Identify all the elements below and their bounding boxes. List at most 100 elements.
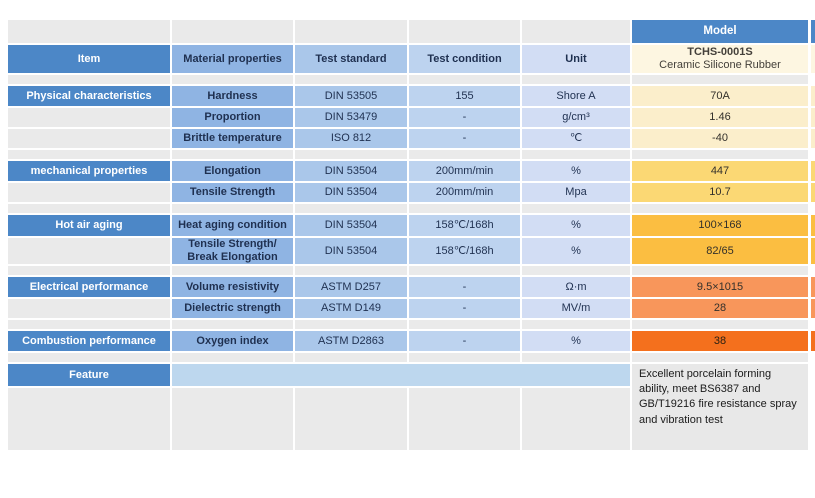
- empty-cell: [8, 129, 170, 148]
- separator-cell: [409, 266, 520, 275]
- condition-cell: 158℃/168h: [409, 215, 520, 236]
- value-cell: 9.5×1015: [632, 277, 808, 297]
- section-header-mechanical: mechanical properties: [8, 161, 170, 181]
- empty-cell: [172, 20, 293, 43]
- empty-cell: [295, 388, 407, 450]
- separator-cell: [632, 204, 808, 213]
- condition-cell: -: [409, 108, 520, 127]
- empty-cell: [522, 388, 630, 450]
- model-column-header: Model: [632, 20, 808, 43]
- property-cell: Dielectric strength: [172, 299, 293, 318]
- property-cell: Elongation: [172, 161, 293, 181]
- separator-cell: [522, 204, 630, 213]
- empty-cell: [522, 20, 630, 43]
- condition-cell: 200mm/min: [409, 161, 520, 181]
- standard-cell: ASTM D149: [295, 299, 407, 318]
- unit-cell: %: [522, 238, 630, 264]
- cropped-cell: [811, 161, 815, 181]
- item-column-header: Item: [8, 45, 170, 73]
- standard-cell: ISO 812: [295, 129, 407, 148]
- condition-cell: 155: [409, 86, 520, 106]
- separator-cell: [172, 320, 293, 329]
- unit-cell: g/cm³: [522, 108, 630, 127]
- empty-cell: [409, 388, 520, 450]
- empty-cell: [295, 20, 407, 43]
- separator-cell: [295, 75, 407, 84]
- separator-cell: [632, 320, 808, 329]
- unit-cell: Shore A: [522, 86, 630, 106]
- value-cell: 100×168: [632, 215, 808, 236]
- separator-cell: [409, 353, 520, 362]
- standard-cell: DIN 53504: [295, 183, 407, 202]
- standard-cell: DIN 53505: [295, 86, 407, 106]
- separator-cell: [172, 266, 293, 275]
- separator-cell: [409, 204, 520, 213]
- cropped-cell: [811, 108, 815, 127]
- value-cell: 10.7: [632, 183, 808, 202]
- separator-cell: [409, 150, 520, 159]
- property-cell: Proportion: [172, 108, 293, 127]
- value-cell: 28: [632, 299, 808, 318]
- test-standard-column-header: Test standard: [295, 45, 407, 73]
- standard-cell: ASTM D2863: [295, 331, 407, 351]
- cropped-cell: [811, 129, 815, 148]
- condition-cell: -: [409, 277, 520, 297]
- unit-cell: %: [522, 331, 630, 351]
- separator-cell: [8, 150, 170, 159]
- unit-cell: MV/m: [522, 299, 630, 318]
- separator-cell: [409, 75, 520, 84]
- unit-cell: %: [522, 161, 630, 181]
- material-properties-column-header: Material properties: [172, 45, 293, 73]
- standard-cell: DIN 53504: [295, 238, 407, 264]
- empty-cell: [8, 183, 170, 202]
- separator-cell: [522, 150, 630, 159]
- datasheet-table: Model Item Material properties Test stan…: [8, 20, 808, 450]
- condition-cell: -: [409, 299, 520, 318]
- condition-cell: 158℃/168h: [409, 238, 520, 264]
- cropped-cell: [811, 45, 815, 73]
- standard-cell: DIN 53504: [295, 215, 407, 236]
- separator-cell: [295, 320, 407, 329]
- section-header-feature: Feature: [8, 364, 170, 386]
- separator-cell: [632, 266, 808, 275]
- separator-cell: [295, 150, 407, 159]
- feature-band: [172, 364, 630, 386]
- separator-cell: [8, 320, 170, 329]
- cropped-cell: [811, 215, 815, 236]
- model-name-cell: TCHS-0001S Ceramic Silicone Rubber: [632, 45, 808, 73]
- separator-cell: [172, 204, 293, 213]
- separator-cell: [8, 75, 170, 84]
- cropped-cell: [811, 331, 815, 351]
- value-cell: 447: [632, 161, 808, 181]
- separator-cell: [172, 353, 293, 362]
- property-cell: Heat aging condition: [172, 215, 293, 236]
- separator-cell: [295, 266, 407, 275]
- section-header-hot-air-aging: Hot air aging: [8, 215, 170, 236]
- cropped-cell: [811, 299, 815, 318]
- unit-cell: ℃: [522, 129, 630, 148]
- standard-cell: ASTM D257: [295, 277, 407, 297]
- section-header-physical: Physical characteristics: [8, 86, 170, 106]
- separator-cell: [172, 150, 293, 159]
- empty-cell: [8, 299, 170, 318]
- separator-cell: [295, 353, 407, 362]
- cropped-cell: [811, 86, 815, 106]
- separator-cell: [172, 75, 293, 84]
- cropped-model-column: [811, 0, 815, 498]
- separator-cell: [632, 150, 808, 159]
- value-cell: 70A: [632, 86, 808, 106]
- standard-cell: DIN 53479: [295, 108, 407, 127]
- condition-cell: 200mm/min: [409, 183, 520, 202]
- model-name: TCHS-0001S: [687, 46, 753, 59]
- separator-cell: [522, 266, 630, 275]
- separator-cell: [8, 266, 170, 275]
- unit-cell: %: [522, 215, 630, 236]
- empty-cell: [409, 20, 520, 43]
- cropped-cell: [811, 238, 815, 264]
- feature-text: Excellent porcelain forming ability, mee…: [632, 364, 808, 450]
- separator-cell: [522, 353, 630, 362]
- separator-cell: [409, 320, 520, 329]
- value-cell: -40: [632, 129, 808, 148]
- separator-cell: [295, 204, 407, 213]
